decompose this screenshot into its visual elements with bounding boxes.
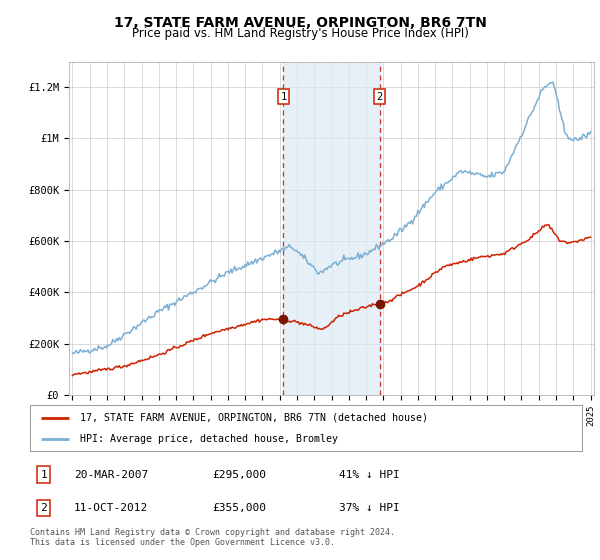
Text: 1: 1	[40, 470, 47, 479]
Text: 2: 2	[376, 92, 383, 101]
Text: 11-OCT-2012: 11-OCT-2012	[74, 503, 148, 513]
Bar	[283, 62, 380, 395]
Text: Price paid vs. HM Land Registry's House Price Index (HPI): Price paid vs. HM Land Registry's House …	[131, 27, 469, 40]
Text: 17, STATE FARM AVENUE, ORPINGTON, BR6 7TN (detached house): 17, STATE FARM AVENUE, ORPINGTON, BR6 7T…	[80, 413, 428, 423]
Text: 1: 1	[280, 92, 287, 101]
Text: £295,000: £295,000	[212, 470, 266, 479]
Text: HPI: Average price, detached house, Bromley: HPI: Average price, detached house, Brom…	[80, 435, 338, 444]
Text: 37% ↓ HPI: 37% ↓ HPI	[339, 503, 400, 513]
Text: Contains HM Land Registry data © Crown copyright and database right 2024.
This d: Contains HM Land Registry data © Crown c…	[30, 528, 395, 547]
Text: 17, STATE FARM AVENUE, ORPINGTON, BR6 7TN: 17, STATE FARM AVENUE, ORPINGTON, BR6 7T…	[113, 16, 487, 30]
Text: 2: 2	[40, 503, 47, 513]
Text: 41% ↓ HPI: 41% ↓ HPI	[339, 470, 400, 479]
Text: 20-MAR-2007: 20-MAR-2007	[74, 470, 148, 479]
Text: £355,000: £355,000	[212, 503, 266, 513]
